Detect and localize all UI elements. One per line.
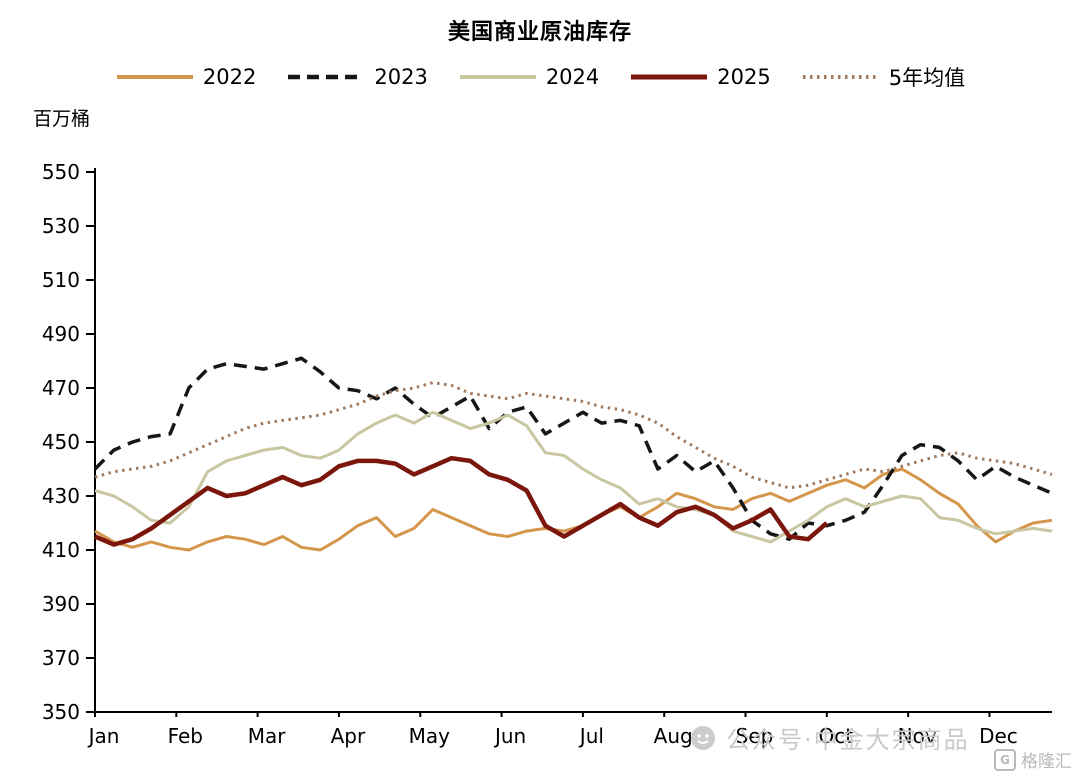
x-tick-label: Apr bbox=[331, 724, 366, 748]
watermark: 公众号·中金大宗商品 bbox=[690, 720, 970, 755]
y-axis-unit-label: 百万桶 bbox=[33, 108, 91, 130]
y-tick-label: 390 bbox=[42, 592, 80, 616]
legend-line-sample bbox=[802, 75, 879, 79]
legend-label: 2023 bbox=[374, 65, 428, 89]
gelonghui-logo-icon: G bbox=[994, 748, 1016, 771]
x-tick-label: Aug bbox=[654, 724, 693, 748]
legend-line-sample bbox=[288, 74, 365, 80]
legend-line-sample bbox=[116, 75, 193, 79]
y-tick-label: 430 bbox=[42, 484, 80, 508]
y-tick-label: 490 bbox=[42, 322, 80, 346]
y-tick-label: 370 bbox=[42, 646, 80, 670]
x-tick-label: Sep bbox=[736, 724, 774, 748]
legend-label: 2025 bbox=[717, 65, 771, 89]
series-line-2022 bbox=[94, 467, 1053, 552]
legend: 2022 2023 2024 2025 5年均值 bbox=[0, 62, 1080, 92]
legend-line-sample bbox=[631, 74, 708, 80]
y-tick-label: 450 bbox=[42, 430, 80, 454]
legend-label: 2022 bbox=[202, 65, 257, 89]
legend-item-2022: 2022 bbox=[115, 65, 256, 89]
legend-item-5年均值: 5年均值 bbox=[801, 62, 965, 92]
gelonghui-logo: G 格隆汇 bbox=[994, 747, 1072, 772]
x-tick-label: May bbox=[409, 724, 451, 748]
wechat-account-icon bbox=[691, 725, 715, 750]
series-line-5年均值 bbox=[94, 381, 1053, 490]
x-tick-label: Jul bbox=[578, 724, 604, 748]
watermark-text: 公众号·中金大宗商品 bbox=[726, 726, 970, 754]
series-line-2024 bbox=[94, 410, 1053, 544]
series-line-2025 bbox=[94, 455, 829, 547]
chart-title: 美国商业原油库存 bbox=[447, 20, 632, 45]
legend-label: 2024 bbox=[545, 65, 600, 89]
series-line-2023 bbox=[93, 356, 1053, 541]
legend-item-2024: 2024 bbox=[458, 65, 599, 89]
y-tick-label: 510 bbox=[42, 268, 80, 292]
y-tick-label: 530 bbox=[42, 214, 80, 238]
y-tick-label: 470 bbox=[42, 376, 80, 400]
x-tick-label: Jun bbox=[493, 724, 526, 748]
legend-line-sample bbox=[459, 75, 536, 79]
legend-item-2023: 2023 bbox=[286, 65, 428, 89]
x-tick-label: Oct bbox=[819, 724, 854, 748]
x-tick-label: Dec bbox=[979, 724, 1018, 748]
x-tick-label: Jan bbox=[87, 724, 120, 748]
gelonghui-logo-text: 格隆汇 bbox=[1021, 752, 1072, 772]
legend-item-2025: 2025 bbox=[629, 65, 771, 89]
x-tick-label: Feb bbox=[168, 724, 203, 748]
x-tick-label: Nov bbox=[898, 724, 937, 748]
legend-label: 5年均值 bbox=[888, 66, 966, 90]
x-tick-label: Mar bbox=[248, 724, 287, 748]
y-tick-label: 550 bbox=[42, 160, 80, 184]
y-tick-label: 410 bbox=[42, 538, 80, 562]
y-tick-label: 350 bbox=[42, 700, 80, 724]
